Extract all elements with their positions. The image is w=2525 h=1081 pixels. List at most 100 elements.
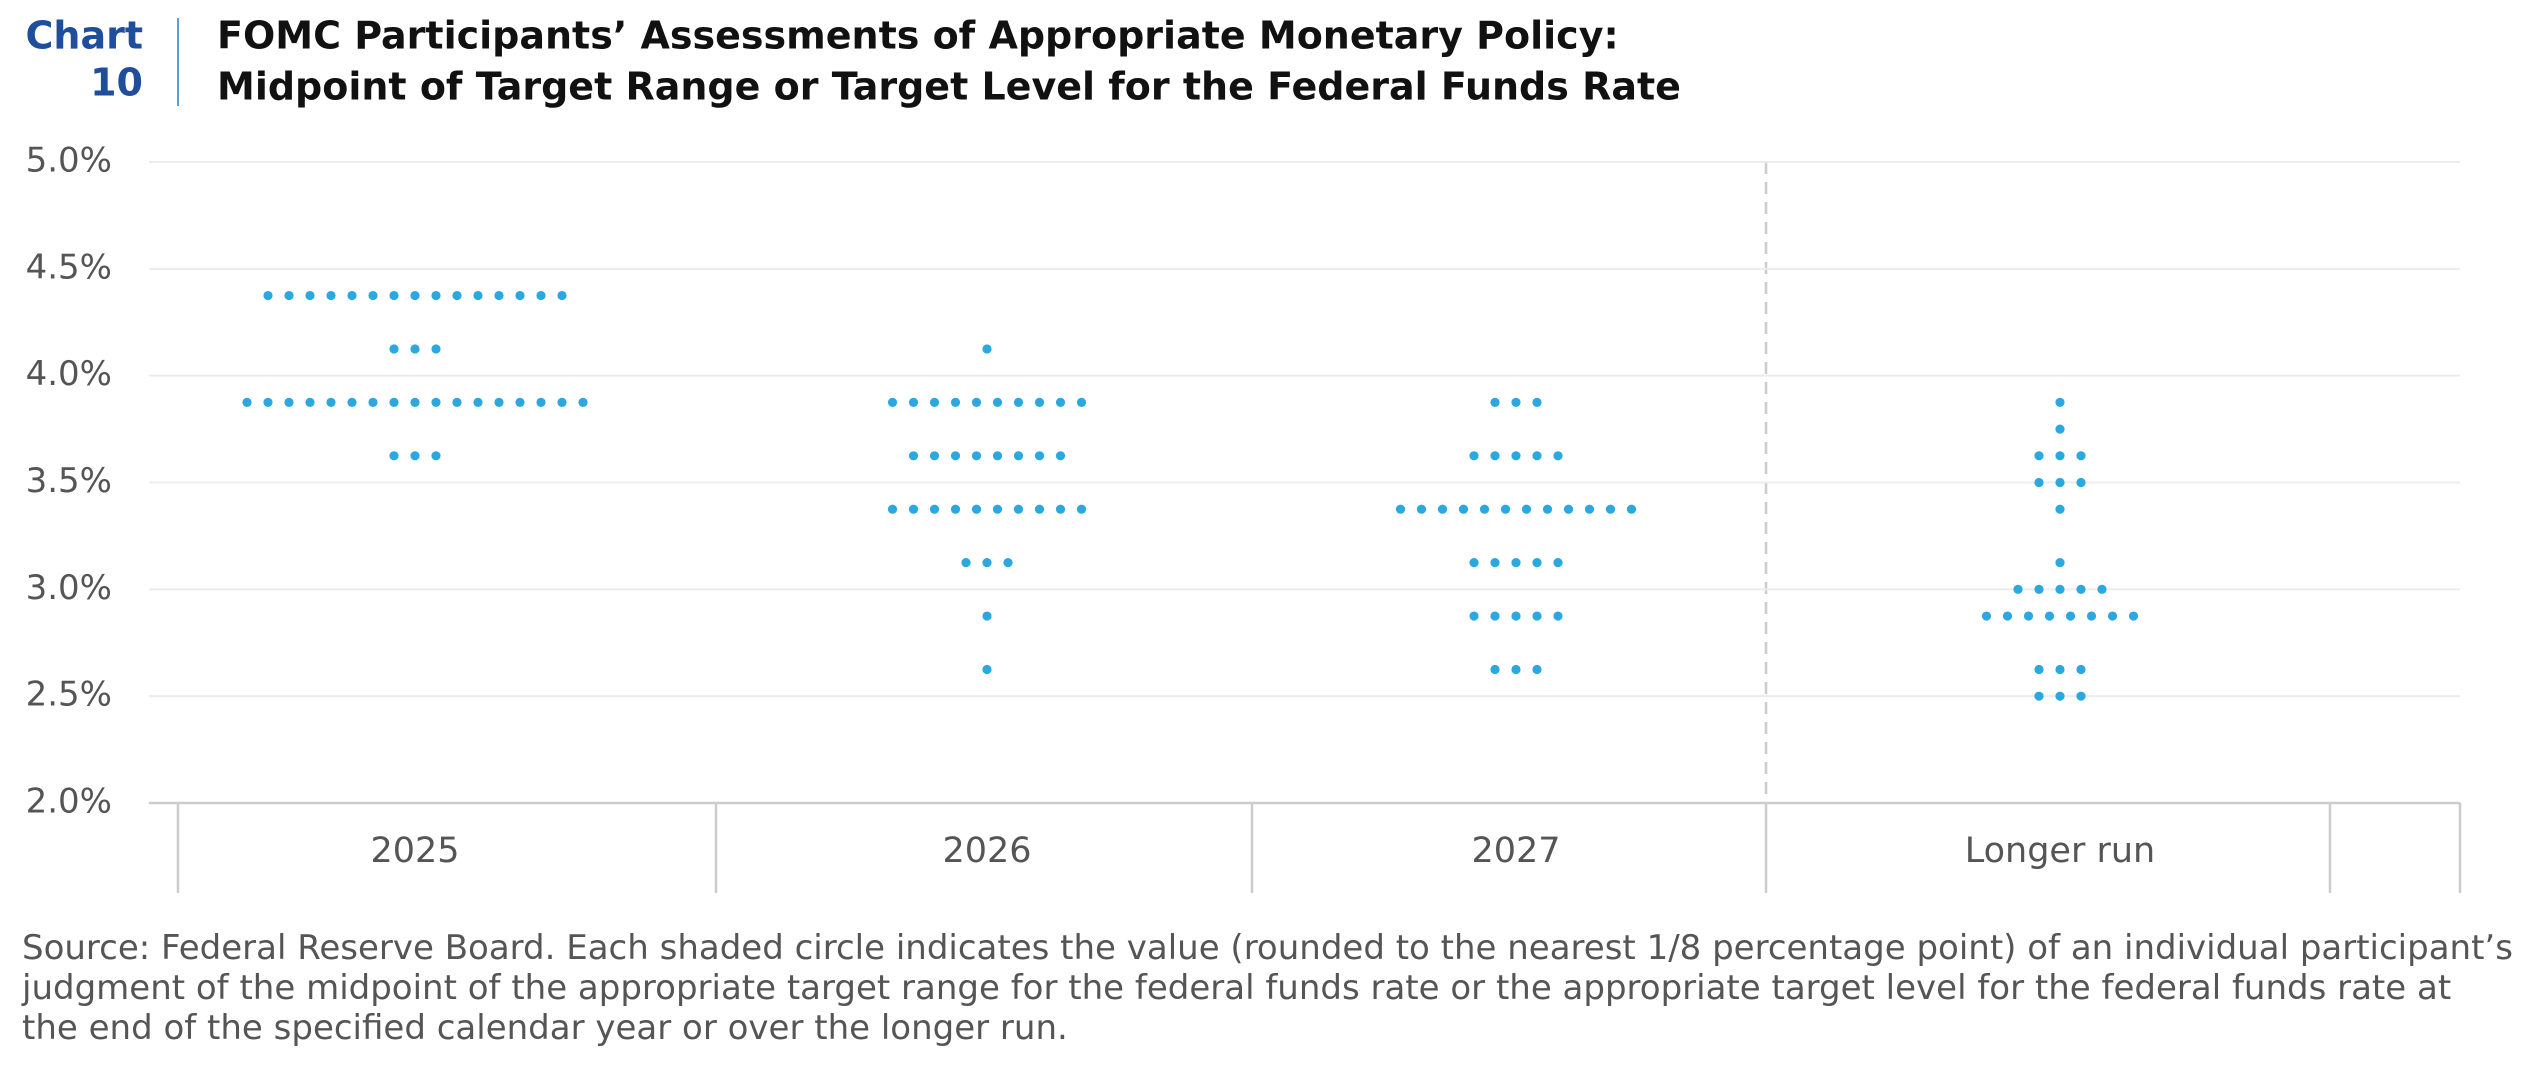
participant-dot bbox=[1532, 664, 1542, 675]
participant-dot bbox=[1458, 504, 1469, 514]
participant-dot bbox=[2055, 504, 2065, 514]
participant-dot bbox=[1034, 504, 1045, 514]
participant-dot bbox=[929, 504, 940, 514]
participant-dot bbox=[389, 290, 399, 301]
participant-dot bbox=[961, 558, 971, 568]
participant-dot bbox=[389, 451, 399, 461]
participant-dot bbox=[263, 290, 273, 301]
participant-dot bbox=[1511, 397, 1521, 407]
participant-dot bbox=[1055, 397, 1066, 407]
participant-dot bbox=[242, 397, 252, 407]
participant-dot bbox=[368, 397, 378, 407]
participant-dot bbox=[1055, 504, 1066, 514]
participant-dot bbox=[1076, 504, 1087, 514]
participant-dot bbox=[410, 290, 420, 301]
x-tick-label: 2026 bbox=[942, 831, 1031, 871]
participant-dot bbox=[1584, 504, 1595, 514]
participant-dot bbox=[578, 397, 588, 407]
participant-dot bbox=[1013, 397, 1024, 407]
participant-dot bbox=[305, 290, 315, 301]
chart: Chart 10 FOMC Participants’ Assessments … bbox=[26, 14, 2462, 893]
participant-dot bbox=[908, 451, 919, 461]
participant-dot bbox=[1532, 558, 1542, 568]
participant-dot bbox=[1479, 504, 1490, 514]
participant-dot bbox=[908, 397, 919, 407]
participant-dot bbox=[2044, 611, 2055, 621]
participant-dot bbox=[887, 397, 898, 407]
participant-dot bbox=[2076, 584, 2086, 594]
participant-dot bbox=[1511, 558, 1521, 568]
y-tick-label: 3.5% bbox=[26, 461, 112, 501]
participant-dot bbox=[1013, 504, 1024, 514]
chart-title: FOMC Participants’ Assessments of Approp… bbox=[217, 14, 1619, 58]
participant-dot bbox=[347, 397, 357, 407]
participant-dot bbox=[2055, 664, 2065, 675]
y-tick-label: 3.0% bbox=[26, 568, 112, 608]
participant-dot bbox=[1553, 611, 1563, 621]
participant-dot bbox=[2034, 584, 2044, 594]
participant-dot bbox=[887, 504, 898, 514]
participant-dot bbox=[1003, 558, 1013, 568]
participant-dot bbox=[431, 397, 441, 407]
participant-dot bbox=[515, 290, 525, 301]
participant-dot bbox=[1469, 451, 1479, 461]
participant-dot bbox=[536, 290, 546, 301]
participant-dot bbox=[1532, 451, 1542, 461]
participant-dot bbox=[2023, 611, 2034, 621]
participant-dot bbox=[1469, 611, 1479, 621]
participant-dot bbox=[410, 344, 420, 354]
participant-dot bbox=[494, 397, 504, 407]
y-tick-label: 2.0% bbox=[26, 782, 112, 822]
participant-dot bbox=[1490, 664, 1500, 675]
participant-dot bbox=[1437, 504, 1448, 514]
participant-dot bbox=[2076, 477, 2086, 488]
source-note: Source: Federal Reserve Board. Each shad… bbox=[22, 928, 2513, 1048]
participant-dot bbox=[389, 397, 399, 407]
participant-dot bbox=[1395, 504, 1406, 514]
participant-dot bbox=[929, 451, 940, 461]
participant-dot bbox=[1521, 504, 1532, 514]
participant-dot bbox=[2076, 451, 2086, 461]
participant-dot bbox=[2055, 691, 2065, 701]
participant-dot bbox=[950, 451, 961, 461]
participant-dot bbox=[2107, 611, 2118, 621]
participant-dot bbox=[992, 451, 1003, 461]
participant-dot bbox=[2034, 451, 2044, 461]
participant-dot bbox=[1532, 611, 1542, 621]
participant-dot bbox=[452, 290, 462, 301]
participant-dot bbox=[1605, 504, 1616, 514]
participant-dot bbox=[971, 397, 982, 407]
participant-dot bbox=[431, 451, 441, 461]
participant-dot bbox=[2002, 611, 2013, 621]
participant-dot bbox=[929, 397, 940, 407]
participant-dot bbox=[2065, 611, 2076, 621]
participant-dot bbox=[950, 397, 961, 407]
participant-dot bbox=[971, 504, 982, 514]
x-tick-label: 2027 bbox=[1471, 831, 1560, 871]
participant-dot bbox=[2055, 424, 2065, 434]
participant-dot bbox=[2097, 584, 2107, 594]
participant-dot bbox=[284, 397, 294, 407]
participant-dot bbox=[284, 290, 294, 301]
participant-dot bbox=[1511, 451, 1521, 461]
participant-dot bbox=[326, 397, 336, 407]
participant-dot bbox=[1553, 451, 1563, 461]
participant-dot bbox=[1013, 451, 1024, 461]
participant-dot bbox=[971, 451, 982, 461]
participant-dot bbox=[2055, 397, 2065, 407]
participant-dot bbox=[2055, 558, 2065, 568]
participant-dot bbox=[1076, 397, 1087, 407]
participant-dot bbox=[2013, 584, 2023, 594]
participant-dot bbox=[347, 290, 357, 301]
x-tick-label: 2025 bbox=[370, 831, 459, 871]
participant-dot bbox=[2076, 691, 2086, 701]
participant-dot bbox=[515, 397, 525, 407]
participant-dot bbox=[1553, 558, 1563, 568]
participant-dot bbox=[2034, 691, 2044, 701]
participant-dot bbox=[2076, 664, 2086, 675]
participant-dot bbox=[326, 290, 336, 301]
participant-dot bbox=[1055, 451, 1066, 461]
participant-dot bbox=[982, 611, 992, 621]
participant-dot bbox=[410, 451, 420, 461]
chart-number: 10 bbox=[90, 61, 143, 105]
